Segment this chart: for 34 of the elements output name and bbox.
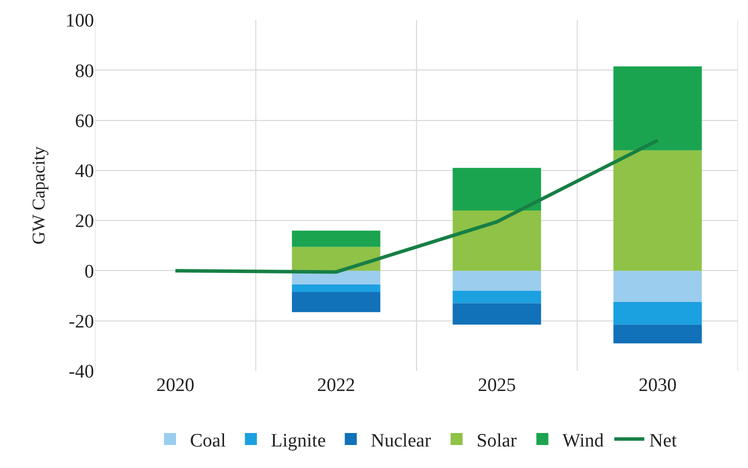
y-tick-label: 40: [75, 161, 94, 182]
bar: [613, 150, 702, 271]
y-tick-label: -20: [68, 312, 94, 333]
bar: [292, 230, 380, 247]
bar: [452, 290, 542, 304]
x-tick-label: 2030: [638, 375, 677, 396]
line-series: [174, 138, 660, 274]
x-tick-label: 2020: [156, 375, 194, 396]
y-tick-label: -40: [68, 362, 94, 383]
bar: [452, 303, 542, 325]
bar: [292, 246, 380, 271]
bar: [452, 270, 542, 291]
x-tick-label: 2025: [478, 375, 516, 396]
bar: [613, 270, 702, 302]
bar: [613, 302, 702, 325]
y-tick-label: 20: [75, 211, 94, 232]
bar: [613, 66, 702, 150]
y-tick-label: 0: [84, 261, 94, 282]
y-tick-label: 80: [75, 60, 94, 82]
bar: [292, 292, 380, 312]
legend-label: Solar: [476, 430, 518, 452]
bar: [452, 210, 542, 271]
y-axis-title: GW Capacity: [28, 146, 49, 245]
legend-label: Wind: [562, 430, 604, 452]
y-tick-label: 100: [66, 10, 94, 32]
legend-label: Net: [649, 430, 678, 452]
bar: [613, 324, 702, 344]
legend-label: Coal: [190, 430, 226, 452]
y-tick-label: 60: [75, 110, 94, 132]
bar: [292, 284, 380, 292]
legend-label: Lignite: [270, 430, 326, 452]
bar: [452, 168, 542, 211]
x-tick-label: 2022: [317, 375, 356, 396]
legend-label: Nuclear: [370, 430, 432, 452]
